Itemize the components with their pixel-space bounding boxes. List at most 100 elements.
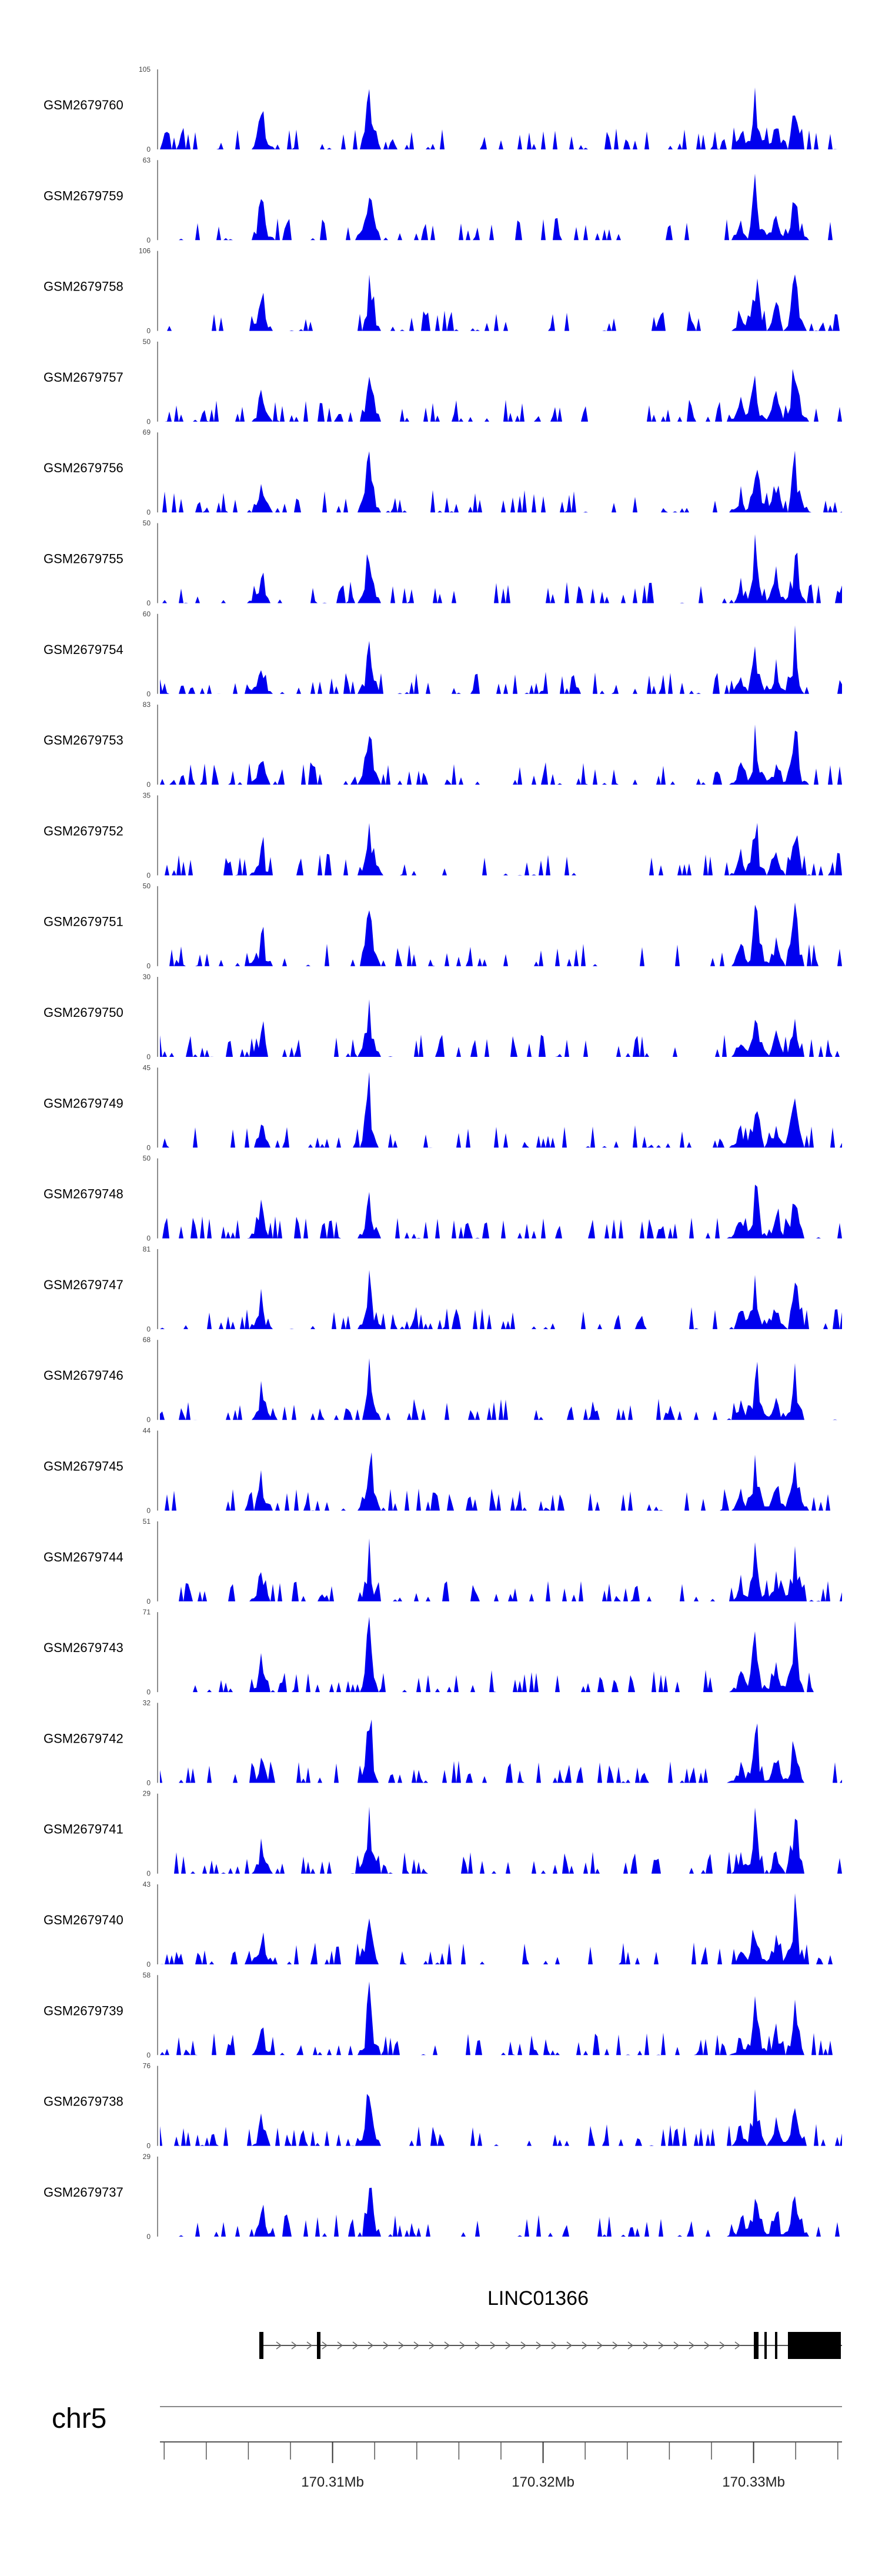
strand-chevron <box>704 2341 710 2350</box>
strand-chevron <box>291 2341 298 2350</box>
track-zero-label: 0 <box>146 327 151 335</box>
track-zero-label: 0 <box>146 145 151 154</box>
strand-chevron <box>520 2341 527 2350</box>
strand-chevron <box>551 2341 557 2350</box>
track: GSM2679758 106 0 <box>44 247 842 335</box>
coverage-area <box>160 1184 842 1239</box>
coverage-area <box>160 1538 842 1601</box>
gene-exon <box>259 2332 263 2359</box>
track-zero-label: 0 <box>146 1960 151 1968</box>
genome-axis: chr5 170.31Mb 170.32Mb 170.33Mb <box>52 2403 842 2490</box>
strand-chevron <box>566 2341 573 2350</box>
coverage-area <box>160 2089 842 2146</box>
coverage-area <box>160 1719 842 1783</box>
gene-track: LINC01366 <box>259 2287 842 2359</box>
track-zero-label: 0 <box>146 1688 151 1696</box>
track-max-label: 32 <box>143 1699 151 1707</box>
coverage-area <box>160 1981 842 2056</box>
track-name: GSM2679746 <box>44 1368 123 1383</box>
coverage-area <box>160 1270 842 1329</box>
track-zero-label: 0 <box>146 962 151 970</box>
track-zero-label: 0 <box>146 599 151 608</box>
track-max-label: 63 <box>143 156 151 164</box>
track-max-label: 45 <box>143 1063 151 1072</box>
track: GSM2679752 35 0 <box>44 791 842 879</box>
track: GSM2679743 71 0 <box>44 1608 842 1696</box>
strand-chevron <box>475 2341 481 2350</box>
track-name: GSM2679743 <box>44 1640 123 1655</box>
track-zero-label: 0 <box>146 690 151 698</box>
track-zero-label: 0 <box>146 508 151 516</box>
chromosome-label: chr5 <box>52 2403 106 2434</box>
track: GSM2679749 45 0 <box>44 1063 842 1152</box>
track-zero-label: 0 <box>146 1053 151 1061</box>
track-max-label: 106 <box>139 247 151 255</box>
strand-chevron <box>597 2341 603 2350</box>
coverage-area <box>160 625 842 694</box>
coverage-area <box>160 902 842 966</box>
strand-chevron <box>582 2341 588 2350</box>
track-max-label: 50 <box>143 519 151 528</box>
strand-chevron <box>398 2341 405 2350</box>
track: GSM2679747 81 0 <box>44 1245 842 1333</box>
coverage-area <box>160 534 842 603</box>
track: GSM2679756 69 0 <box>44 428 842 516</box>
track-zero-label: 0 <box>146 236 151 244</box>
track: GSM2679741 29 0 <box>44 1790 842 1878</box>
strand-chevron <box>444 2341 450 2350</box>
track-name: GSM2679749 <box>44 1096 123 1110</box>
track-name: GSM2679740 <box>44 1913 123 1927</box>
strand-chevron <box>368 2341 374 2350</box>
track-name: GSM2679752 <box>44 823 123 838</box>
track-name: GSM2679758 <box>44 279 123 294</box>
track: GSM2679754 60 0 <box>44 610 842 698</box>
track: GSM2679746 68 0 <box>44 1336 842 1424</box>
track: GSM2679750 30 0 <box>44 973 842 1061</box>
track-max-label: 71 <box>143 1608 151 1616</box>
strand-chevron <box>337 2341 343 2350</box>
gene-exon <box>788 2332 841 2359</box>
coverage-area <box>160 87 842 149</box>
strand-chevron <box>306 2341 313 2350</box>
track-zero-label: 0 <box>146 2233 151 2241</box>
coverage-area <box>160 1072 842 1148</box>
strand-chevron <box>276 2341 282 2350</box>
gene-exon <box>775 2332 777 2359</box>
track: GSM2679742 32 0 <box>44 1699 842 1787</box>
track: GSM2679755 50 0 <box>44 519 842 608</box>
axis-tick-label: 170.33Mb <box>722 2474 785 2490</box>
track-name: GSM2679748 <box>44 1187 123 1202</box>
strand-chevron <box>689 2341 695 2350</box>
strand-chevron <box>322 2341 328 2350</box>
coverage-area <box>160 1452 842 1511</box>
strand-chevron <box>643 2341 649 2350</box>
track-max-label: 60 <box>143 610 151 618</box>
strand-chevron <box>352 2341 359 2350</box>
track-zero-label: 0 <box>146 418 151 426</box>
track-name: GSM2679741 <box>44 1822 123 1837</box>
axis-tick-label: 170.32Mb <box>512 2474 574 2490</box>
track-zero-label: 0 <box>146 871 151 879</box>
axis-ticks <box>163 2442 838 2463</box>
track-max-label: 83 <box>143 700 151 709</box>
track-max-label: 81 <box>143 1245 151 1253</box>
strand-chevron <box>490 2341 496 2350</box>
track: GSM2679739 58 0 <box>44 1971 842 2059</box>
track: GSM2679740 43 0 <box>44 1880 842 1968</box>
track-max-label: 30 <box>143 973 151 981</box>
strand-chevron <box>505 2341 512 2350</box>
strand-chevron <box>429 2341 435 2350</box>
track-name: GSM2679742 <box>44 1731 123 1746</box>
track: GSM2679753 83 0 <box>44 700 842 789</box>
track-max-label: 69 <box>143 428 151 436</box>
track-zero-label: 0 <box>146 1597 151 1606</box>
track: GSM2679737 29 0 <box>44 2153 842 2241</box>
track-max-label: 29 <box>143 2153 151 2161</box>
track-max-label: 50 <box>143 1154 151 1163</box>
track-max-label: 43 <box>143 1880 151 1888</box>
track-zero-label: 0 <box>146 1416 151 1424</box>
coverage-tracks: GSM2679760 105 0 GSM2679759 63 0 GSM2679758 106… <box>44 65 842 2241</box>
track: GSM2679748 50 0 <box>44 1154 842 1243</box>
track-max-label: 29 <box>143 1790 151 1798</box>
